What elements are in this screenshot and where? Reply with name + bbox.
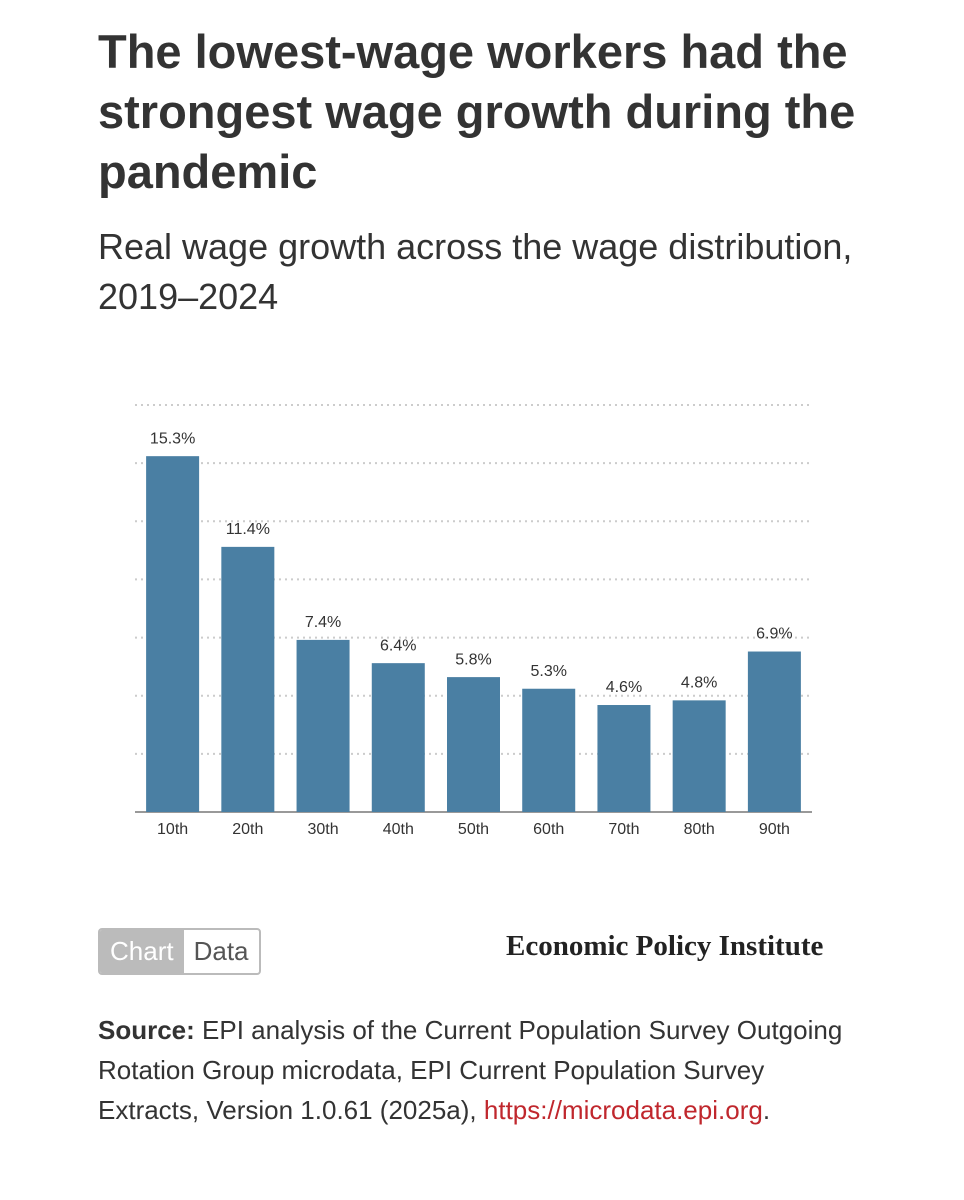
value-label: 4.8% xyxy=(681,675,717,692)
x-tick-label: 40th xyxy=(383,821,414,838)
value-label: 6.9% xyxy=(756,626,792,643)
value-label: 6.4% xyxy=(380,637,416,654)
value-label: 15.3% xyxy=(150,430,195,447)
bar xyxy=(597,705,651,812)
bar xyxy=(747,651,801,812)
bar xyxy=(522,688,576,812)
tab[interactable]: Data xyxy=(193,936,249,966)
source-link[interactable]: https://microdata.epi.org xyxy=(483,1095,763,1125)
chart-subtitle: Real wage growth across the wage distrib… xyxy=(98,226,853,317)
source-end: . xyxy=(762,1095,771,1125)
chart-title: The lowest-wage workers had the stronges… xyxy=(98,25,856,198)
x-tick-label: 60th xyxy=(533,821,564,838)
x-tick-label: 90th xyxy=(759,821,790,838)
bar xyxy=(447,677,500,812)
value-label: 11.4% xyxy=(226,521,270,538)
x-tick-label: 30th xyxy=(307,821,338,838)
bar xyxy=(672,700,726,812)
tab[interactable]: Chart xyxy=(100,930,184,973)
value-label: 5.3% xyxy=(530,663,566,680)
tabs: Chart Data xyxy=(98,928,261,975)
x-tick-label: 10th xyxy=(157,821,188,838)
x-tick-label: 20th xyxy=(232,821,263,838)
bar xyxy=(371,663,425,812)
bar xyxy=(146,456,200,812)
bar xyxy=(296,639,350,812)
source-label: Source: xyxy=(98,1015,195,1045)
x-tick-label: 50th xyxy=(458,821,489,838)
x-tick-label: 70th xyxy=(608,821,639,838)
value-label: 5.8% xyxy=(455,651,491,668)
bar xyxy=(221,546,275,812)
logo: Economic Policy Institute xyxy=(506,930,824,962)
chart: 10th 15.3% 20th 11.4% 30th 7.4% 40th 6.4% 50th 5.… xyxy=(135,404,812,838)
x-tick-label: 80th xyxy=(684,821,715,838)
source: Source: EPI analysis of the Current Popu… xyxy=(98,1010,868,1130)
value-label: 4.6% xyxy=(606,679,642,696)
source-text: EPI analysis of the Current Population S… xyxy=(98,1015,843,1125)
value-label: 7.4% xyxy=(305,614,341,631)
